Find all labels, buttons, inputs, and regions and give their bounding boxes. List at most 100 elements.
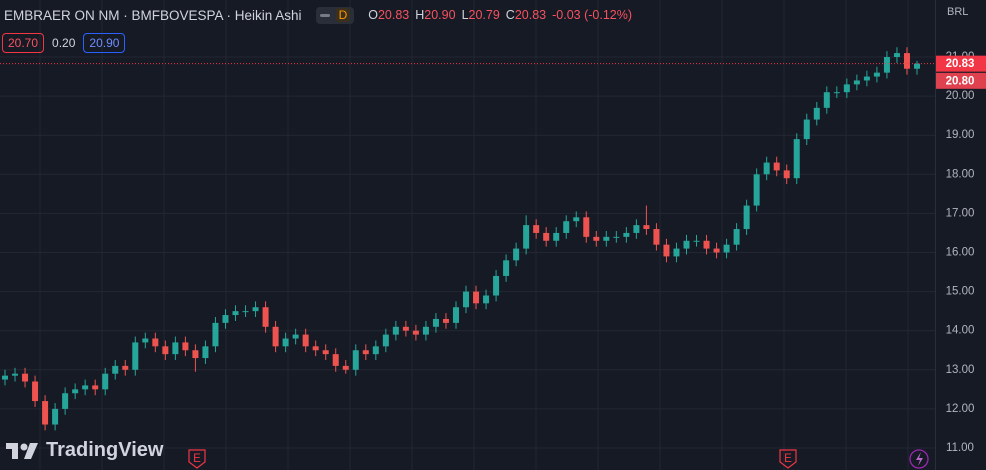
candle-body — [863, 76, 870, 81]
candle-body — [402, 326, 409, 331]
candle-body — [162, 346, 169, 355]
candle-body — [603, 236, 610, 241]
candle-body — [503, 260, 510, 276]
ohlc-value: 20.83 — [514, 8, 547, 22]
candle-body — [42, 401, 49, 425]
candle-body — [102, 373, 109, 390]
candle-body — [493, 275, 500, 296]
menu-dots — [319, 13, 330, 17]
candle-body — [132, 342, 139, 370]
candle-body — [473, 291, 480, 304]
header: EMBRAER ON NM · BMFBOVESPA · Heikin Ashi… — [4, 6, 632, 24]
y-tick-label: 19.00 — [946, 129, 975, 141]
change: -0.03 (-0.12%) — [552, 8, 633, 22]
candle-body — [703, 240, 710, 249]
candle-body — [12, 373, 19, 376]
brand-logo[interactable]: TradingView — [6, 439, 163, 462]
symbol-title[interactable]: EMBRAER ON NM · BMFBOVESPA · Heikin Ashi — [4, 7, 302, 23]
candle-body — [372, 346, 379, 355]
y-tick-label: 11.00 — [946, 442, 974, 454]
ohlc-item: H20.90 — [415, 8, 455, 22]
candle-body — [553, 232, 560, 241]
candle-body — [312, 346, 319, 351]
y-tick-label: 18.00 — [946, 168, 975, 180]
candle-body — [252, 307, 259, 312]
candle-body — [873, 72, 880, 77]
candle-body — [893, 53, 900, 58]
price-label: 20.83 — [946, 58, 975, 70]
ohlc-value: 20.83 — [377, 8, 410, 22]
ohlc-item: L20.79 — [462, 8, 500, 22]
ohlc-legend: O20.83 H20.90 L20.79 C20.83 — [368, 8, 546, 22]
candle-body — [22, 373, 29, 382]
candle-body — [463, 291, 470, 308]
candle-body — [643, 225, 650, 230]
candle-body — [352, 350, 359, 370]
candle-body — [673, 248, 680, 257]
candle-body — [172, 342, 179, 355]
candle-body — [152, 338, 159, 347]
candle-body — [803, 119, 810, 140]
candle-body — [543, 232, 550, 241]
lightning-icon — [909, 449, 929, 469]
order-panel: 20.70 0.20 20.90 — [2, 33, 126, 53]
candle-body — [733, 229, 740, 245]
candle-body — [723, 244, 730, 253]
candle-body — [92, 385, 99, 390]
y-tick-label: 20.00 — [946, 90, 975, 102]
ohlc-item: C20.83 — [506, 8, 546, 22]
candle-body — [633, 225, 640, 233]
sell-button[interactable]: 20.70 — [2, 33, 45, 53]
candle-body — [212, 322, 219, 347]
brand-name: TradingView — [46, 439, 164, 461]
candle-body — [292, 334, 299, 339]
candle-body — [452, 307, 459, 323]
candle-body — [663, 244, 670, 257]
event-marker — [779, 449, 797, 469]
candle-body — [683, 240, 690, 249]
candle-body — [613, 236, 620, 238]
candle-body — [442, 318, 449, 323]
candle-body — [693, 240, 700, 242]
candle-body — [743, 205, 750, 230]
ohlc-key: H — [415, 8, 425, 22]
brand-icon — [6, 442, 38, 459]
candle-body — [623, 232, 630, 237]
event-label: E — [193, 453, 201, 465]
candle-body — [583, 217, 590, 237]
candle-body — [593, 236, 600, 241]
candle-body — [523, 225, 530, 249]
candle-body — [242, 311, 249, 313]
candle-body — [272, 326, 279, 347]
interval: D — [335, 8, 351, 22]
ohlc-key: L — [461, 8, 469, 22]
candle-body — [853, 80, 860, 85]
candle-body — [322, 350, 329, 355]
candle-body — [142, 338, 149, 343]
candle-body — [903, 53, 910, 69]
candle-body — [563, 221, 570, 233]
candle-body — [122, 365, 129, 370]
candle-body — [763, 162, 770, 175]
interval-badge[interactable]: D — [315, 6, 355, 24]
candle-body — [392, 326, 399, 335]
candle-body — [302, 334, 309, 347]
candle-body — [192, 350, 199, 359]
candle-body — [112, 365, 119, 374]
buy-button[interactable]: 20.90 — [83, 33, 126, 53]
candle-body — [262, 307, 269, 327]
price-label: 20.80 — [946, 75, 975, 87]
event-label: E — [784, 453, 792, 465]
y-tick-label: 14.00 — [946, 325, 975, 337]
currency[interactable]: BRL — [947, 6, 969, 18]
candle-body — [232, 311, 239, 316]
candle-body — [533, 225, 540, 233]
candle-body — [653, 229, 660, 245]
candle-body — [412, 330, 419, 335]
candle-body — [843, 84, 850, 93]
candle-body — [342, 365, 349, 370]
candle-body — [833, 92, 840, 94]
price-label-box — [936, 55, 986, 72]
